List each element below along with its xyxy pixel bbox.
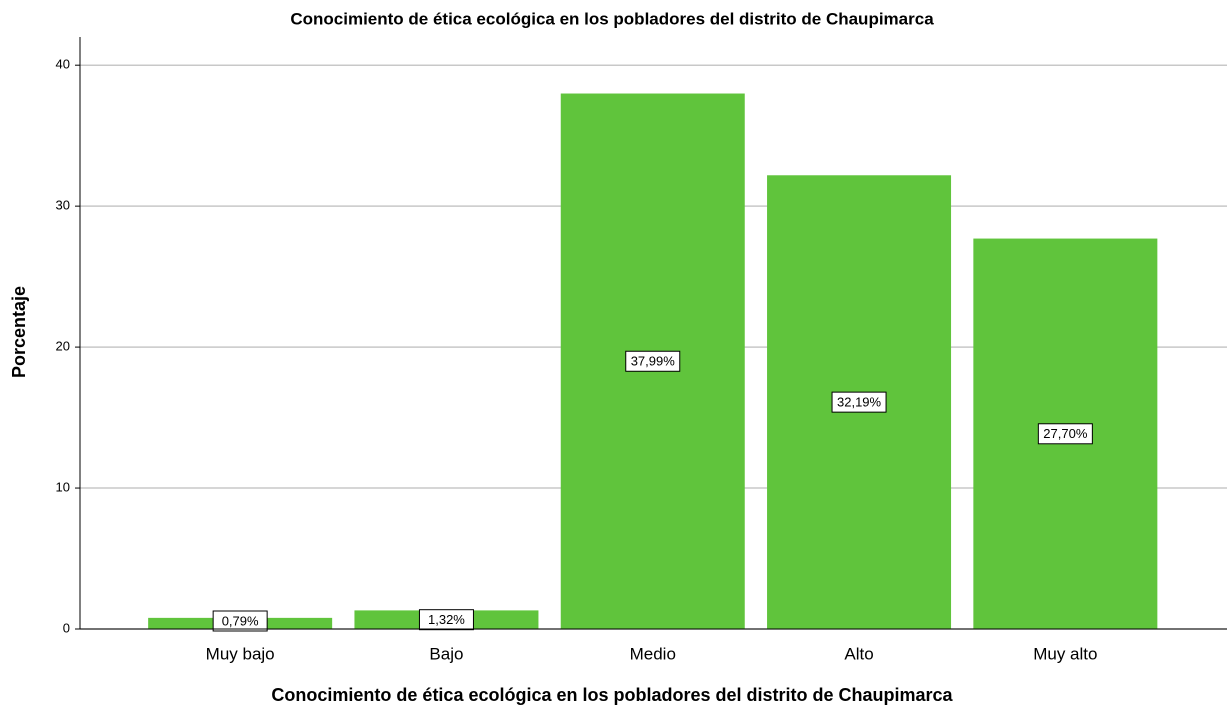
x-tick-label: Medio — [630, 644, 676, 663]
value-label: 27,70% — [1043, 426, 1088, 441]
x-tick-label: Alto — [844, 644, 873, 663]
value-label-box — [1037, 423, 1093, 445]
value-label: 32,19% — [837, 395, 882, 410]
y-axis-title: Porcentaje — [9, 286, 29, 378]
y-tick-label: 40 — [56, 57, 70, 72]
value-label-box — [212, 610, 268, 632]
x-tick-label: Muy alto — [1033, 644, 1097, 663]
value-label: 1,32% — [428, 612, 465, 627]
chart-title: Conocimiento de ética ecológica en los p… — [290, 9, 934, 28]
value-label-box — [625, 350, 681, 372]
y-tick-label: 20 — [56, 339, 70, 354]
value-label-box — [418, 609, 474, 631]
x-axis-title: Conocimiento de ética ecológica en los p… — [271, 685, 953, 705]
value-label-box — [831, 391, 887, 413]
x-tick-label: Muy bajo — [206, 644, 275, 663]
y-tick-label: 10 — [56, 479, 70, 494]
value-label: 0,79% — [222, 613, 259, 628]
x-tick-label: Bajo — [429, 644, 463, 663]
value-label: 37,99% — [631, 354, 676, 369]
y-tick-label: 30 — [56, 198, 70, 213]
y-tick-label: 0 — [63, 620, 70, 635]
